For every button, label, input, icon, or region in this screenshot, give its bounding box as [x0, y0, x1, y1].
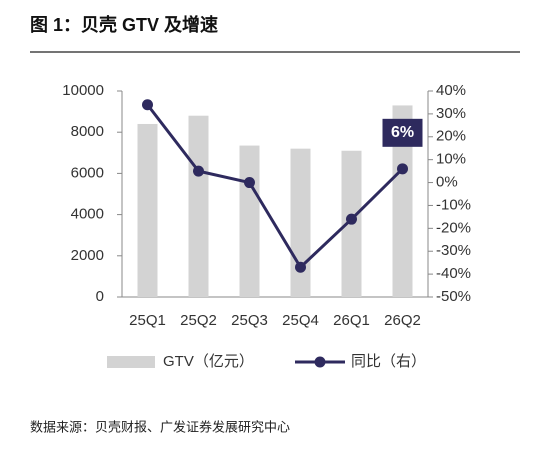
line-marker: [397, 163, 408, 175]
line: [146, 103, 404, 269]
bar: [392, 105, 413, 297]
y2-tick-label: -30%: [436, 242, 471, 259]
x-tick-label: 25Q4: [282, 312, 319, 329]
y2-tick-label: 10%: [436, 151, 466, 168]
source-note: 数据来源：贝壳财报、广发证券发展研究中心: [30, 419, 290, 434]
y-tick-label: 2000: [71, 247, 104, 264]
line-marker: [244, 177, 255, 189]
legend-swatch-marker: [314, 356, 326, 368]
value-label-box: [382, 118, 423, 147]
y2-tick-label: -20%: [436, 219, 471, 236]
x-tick-label: 25Q2: [180, 312, 217, 329]
bar: [290, 148, 311, 297]
line-marker: [193, 165, 204, 177]
legend-label: 同比（右）: [351, 353, 426, 370]
line-marker: [295, 261, 306, 273]
chart-title: 图 1：贝壳 GTV 及增速: [30, 14, 218, 35]
x-tick-label: 26Q2: [384, 312, 421, 329]
y-tick-label: 10000: [62, 82, 104, 99]
y2-tick-label: 30%: [436, 105, 466, 122]
y-tick-label: 8000: [71, 123, 104, 140]
bar: [239, 145, 260, 297]
x-tick-label: 25Q3: [231, 312, 268, 329]
y2-tick-label: -10%: [436, 196, 471, 213]
y-tick-label: 4000: [71, 206, 104, 223]
y2-tick-label: 20%: [436, 128, 466, 145]
legend-swatch: [107, 356, 155, 368]
bar: [137, 123, 158, 298]
y-tick-label: 6000: [71, 164, 104, 181]
line-marker: [346, 213, 357, 225]
value-label: 6%: [391, 124, 414, 141]
y-tick-label: 0: [96, 288, 104, 305]
legend-label: GTV（亿元）: [163, 353, 254, 370]
x-tick-label: 25Q1: [129, 312, 166, 329]
x-tick-label: 26Q1: [333, 312, 370, 329]
y2-tick-label: 0%: [436, 174, 458, 191]
y2-tick-label: -50%: [436, 288, 471, 305]
line-marker: [142, 99, 153, 111]
bar: [188, 115, 209, 297]
y2-tick-label: 40%: [436, 82, 466, 99]
y2-tick-label: -40%: [436, 265, 471, 282]
